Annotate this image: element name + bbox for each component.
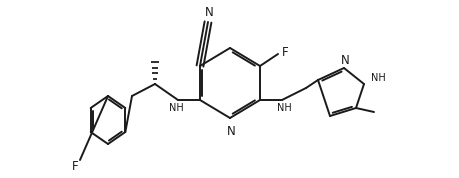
Text: N: N bbox=[205, 6, 213, 19]
Text: F: F bbox=[72, 161, 78, 174]
Text: N: N bbox=[226, 125, 235, 138]
Text: F: F bbox=[281, 46, 288, 59]
Text: NH: NH bbox=[168, 103, 183, 113]
Text: NH: NH bbox=[370, 73, 385, 83]
Text: N: N bbox=[340, 54, 349, 67]
Text: NH: NH bbox=[276, 103, 291, 113]
